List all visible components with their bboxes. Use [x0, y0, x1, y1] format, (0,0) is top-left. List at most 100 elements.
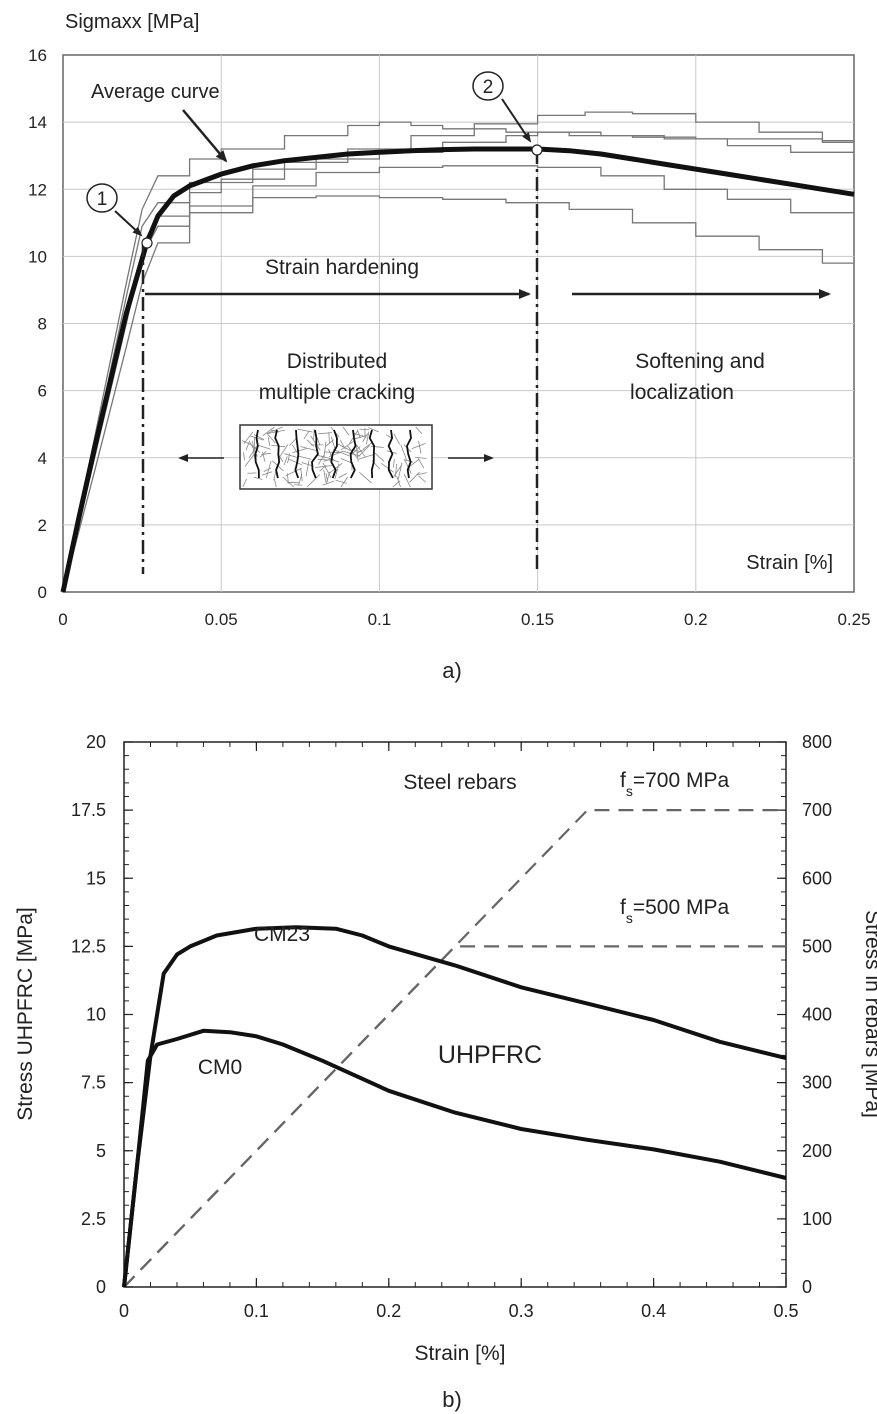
panel-b-y-right-tick-label: 600 [802, 868, 832, 888]
fiber [243, 431, 254, 444]
fiber [393, 433, 400, 445]
fiber [300, 446, 318, 452]
panel-b-y-right-tick-label: 500 [802, 936, 832, 956]
fiber [340, 440, 354, 451]
fiber [415, 426, 423, 435]
fiber [283, 456, 288, 466]
panel-a-y-tick-label: 6 [38, 382, 47, 401]
panel-b-y-right-tick-label: 100 [802, 1209, 832, 1229]
fiber [340, 476, 348, 488]
panel-b-plot-frame [123, 741, 787, 1288]
panel-b-x-axis-label: Strain [%] [414, 1342, 505, 1365]
specimen-curve-3 [62, 131, 855, 593]
uhpfrc-label: UHPFRC [438, 1041, 542, 1069]
fiber [274, 479, 277, 488]
panel-b-y-tick-label: 7.5 [81, 1073, 106, 1093]
fiber [403, 473, 411, 488]
fiber [400, 444, 407, 460]
panel-a-x-tick-label: 0 [58, 610, 67, 629]
specimen-curve-4 [62, 165, 855, 593]
panel-b-y-right-tick-label: 400 [802, 1005, 832, 1025]
fiber [253, 434, 265, 440]
panel-a-caption: a) [442, 658, 462, 683]
crack [406, 429, 412, 479]
fiber [352, 432, 364, 437]
panel-a-x-tick-label: 0.1 [368, 610, 392, 629]
point-1-callout-line [114, 210, 143, 237]
panel-b-x-tick-label: 0.5 [773, 1301, 798, 1321]
uhpfrc-curve-CM0 [122, 1028, 787, 1288]
panel-a-x-axis-label: Strain [%] [746, 552, 833, 574]
fiber [266, 433, 276, 444]
fiber [411, 442, 426, 450]
fiber [285, 467, 302, 477]
fiber [262, 426, 275, 437]
fiber [270, 429, 280, 433]
fiber [381, 462, 394, 473]
fiber [258, 445, 271, 450]
panel-b-y-right-tick-label: 0 [802, 1277, 812, 1297]
panel-b-y-tick-label: 0 [96, 1277, 106, 1297]
panel-b-rebar-lines [123, 809, 786, 1288]
uhpfrc-curve-CM23 [122, 925, 787, 1288]
fiber [404, 459, 412, 474]
fiber [328, 432, 330, 444]
fiber [322, 480, 335, 486]
cm0-label: CM0 [198, 1056, 242, 1079]
fiber [325, 439, 334, 447]
fiber [244, 454, 255, 467]
fiber [330, 436, 336, 450]
panel-a-x-tick-label: 0.15 [521, 610, 554, 629]
fiber [266, 426, 283, 434]
panel-b-y-tick-label: 15 [86, 868, 106, 888]
fiber [261, 471, 273, 476]
panel-b-y-right-tick-label: 700 [802, 800, 832, 820]
fs500-label: fs=500 MPa [620, 896, 729, 926]
fiber [362, 433, 369, 442]
fiber [282, 476, 295, 488]
strain-hardening-label: Strain hardening [265, 256, 419, 279]
cracked-specimen-illustration [239, 424, 433, 490]
panel-b-y-tick-label: 20 [86, 732, 106, 752]
fiber [414, 456, 427, 459]
crack [254, 429, 260, 479]
fiber [409, 471, 420, 483]
fiber [297, 455, 312, 460]
panel-b-y-right-tick-label: 300 [802, 1073, 832, 1093]
fiber [356, 448, 365, 454]
fiber [418, 440, 422, 454]
fiber [289, 438, 297, 446]
fiber [262, 451, 266, 462]
panel-a-y-tick-label: 4 [38, 449, 47, 468]
crack [274, 429, 281, 479]
fiber [287, 458, 302, 466]
crack [349, 429, 357, 479]
fiber [292, 448, 307, 454]
fiber [358, 445, 370, 457]
panel-b-caption: b) [442, 1387, 462, 1412]
crack [311, 429, 319, 479]
panel-b-y-axis-label: Stress UHPFRC [MPa] [14, 907, 37, 1121]
point-2-callout-label: 2 [483, 77, 494, 98]
panel-a-y-tick-label: 12 [28, 180, 47, 199]
fiber [322, 462, 332, 479]
fiber [325, 472, 328, 482]
fiber [305, 460, 310, 477]
fiber [340, 458, 353, 464]
fiber [284, 453, 297, 458]
crack [294, 429, 300, 479]
panel-b-ticks: 0 0.1 0.2 0.3 0.4 0.502.557.51012.51517.52001… [71, 732, 832, 1321]
fiber [338, 472, 348, 479]
fiber [334, 463, 340, 480]
fiber [315, 465, 332, 468]
panel-b-chart: 0 0.1 0.2 0.3 0.4 0.502.557.51012.51517.52001… [14, 732, 877, 1412]
panel-a-x-tick-label: 0.2 [684, 610, 708, 629]
fiber [267, 437, 271, 446]
rebar-line-3 [123, 809, 786, 1288]
fiber [395, 463, 397, 478]
fiber [265, 460, 272, 479]
fiber [373, 451, 385, 462]
panel-a-y-tick-label: 2 [38, 516, 47, 535]
panel-a-y-tick-label: 14 [28, 113, 47, 132]
